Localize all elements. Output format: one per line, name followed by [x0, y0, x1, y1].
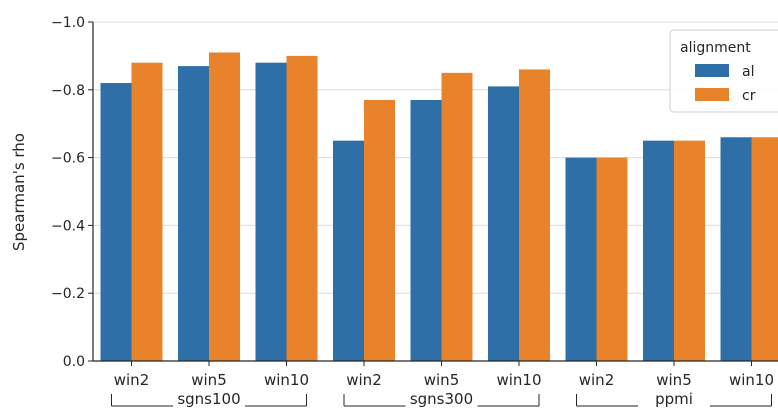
x-tick-label: win10	[496, 371, 541, 389]
y-tick-label: −1.0	[51, 15, 85, 31]
legend-title: alignment	[680, 40, 751, 56]
bar-al	[643, 140, 674, 361]
x-tick-label: win10	[729, 371, 774, 389]
x-tick-label: win10	[264, 371, 309, 389]
bar-al	[488, 86, 519, 361]
bar-al	[178, 66, 209, 361]
bar-cr	[286, 55, 318, 362]
bar-cr	[131, 62, 163, 362]
legend-swatch-cr	[695, 88, 729, 101]
y-axis-label: Spearman's rho	[10, 133, 28, 251]
group-label: sgns300	[410, 390, 473, 408]
bars	[100, 52, 778, 362]
y-tick-label: −0.8	[51, 83, 85, 99]
x-tick-label: win5	[191, 371, 227, 389]
x-tick-label: win2	[346, 371, 382, 389]
bar-cr	[519, 69, 550, 362]
x-ticks: win2 win5 win10 win2 win5 win10 win2 win5 win10	[114, 361, 774, 389]
bar-cr	[674, 140, 705, 361]
legend-label-al: al	[742, 64, 754, 80]
y-ticks: 0.0 −0.2 −0.4 −0.6 −0.8 −1.0	[51, 15, 93, 370]
y-tick-label: 0.0	[63, 354, 85, 370]
bar-al	[565, 157, 597, 361]
axes	[92, 22, 778, 362]
x-tick-label: win2	[114, 371, 150, 389]
group-label: ppmi	[655, 390, 693, 408]
bar-cr	[364, 99, 395, 361]
y-tick-label: −0.2	[51, 286, 85, 302]
legend: alignment al cr	[669, 29, 778, 113]
bar-cr	[751, 137, 778, 361]
bar-cr	[596, 157, 628, 361]
x-tick-label: win5	[656, 371, 692, 389]
bar-cr	[441, 72, 473, 361]
x-tick-label: win5	[424, 371, 460, 389]
y-tick-label: −0.4	[51, 218, 85, 234]
bar-al	[333, 140, 364, 361]
bar-cr	[209, 52, 240, 361]
bar-al	[410, 99, 442, 361]
legend-swatch-al	[695, 64, 729, 77]
x-tick-label: win2	[579, 371, 615, 389]
group-brackets: sgns100 sgns300 ppmi	[111, 390, 772, 408]
legend-label-cr: cr	[742, 88, 756, 104]
y-tick-label: −0.6	[51, 151, 85, 167]
bar-al	[720, 137, 752, 361]
group-label: sgns100	[177, 390, 240, 408]
bar-al	[255, 62, 287, 362]
bar-al	[100, 83, 132, 362]
